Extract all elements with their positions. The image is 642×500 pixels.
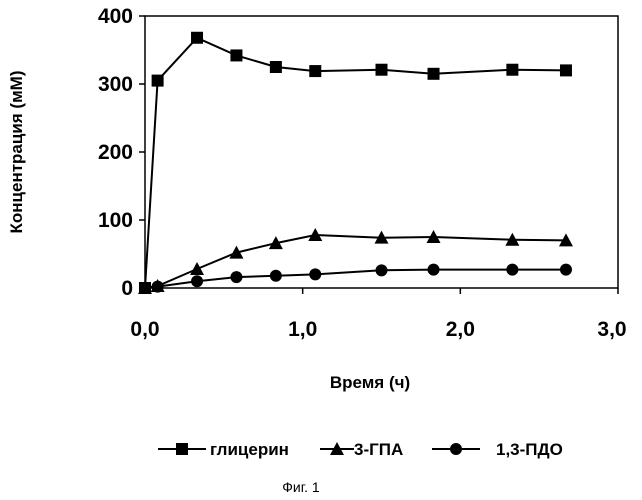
plot-border xyxy=(145,16,618,288)
legend-label: 1,3-ПДО xyxy=(496,440,563,459)
series-layer xyxy=(138,32,573,294)
x-tick-label: 1,0 xyxy=(288,318,317,341)
legend-entry: глицерин xyxy=(158,440,289,459)
series-2 xyxy=(138,228,573,294)
data-point xyxy=(191,32,203,44)
y-tick-label: 100 xyxy=(98,209,133,232)
series-line xyxy=(145,270,566,288)
legend-marker xyxy=(176,443,188,455)
y-tick-label: 200 xyxy=(98,141,133,164)
legend-label: глицерин xyxy=(210,440,289,459)
legend-marker xyxy=(450,443,462,455)
legend-entry: 3-ГПА xyxy=(320,440,403,459)
data-point xyxy=(270,61,282,73)
x-tick-label: 3,0 xyxy=(597,318,626,341)
data-point xyxy=(560,64,572,76)
data-point xyxy=(428,264,440,276)
plot-area xyxy=(139,16,618,294)
series-line xyxy=(145,38,566,288)
data-point xyxy=(506,64,518,76)
x-tick-label: 0,0 xyxy=(130,318,159,341)
data-point xyxy=(309,65,321,77)
data-point xyxy=(270,270,282,282)
legend-label: 3-ГПА xyxy=(354,440,403,459)
y-tick-label: 300 xyxy=(98,73,133,96)
data-point xyxy=(376,264,388,276)
legend-entry: 1,3-ПДО xyxy=(432,440,563,459)
series-3 xyxy=(139,264,572,294)
data-point xyxy=(428,68,440,80)
data-point xyxy=(309,268,321,280)
data-point xyxy=(139,282,151,294)
x-tick-label: 2,0 xyxy=(446,318,475,341)
data-point xyxy=(506,264,518,276)
data-point xyxy=(230,271,242,283)
y-tick-label: 400 xyxy=(98,5,133,28)
y-tick-label: 0 xyxy=(121,277,133,300)
figure-caption: Фиг. 1 xyxy=(282,479,320,495)
data-point xyxy=(152,281,164,293)
y-axis-title: Концентрация (мМ) xyxy=(7,71,26,234)
x-axis-title: Время (ч) xyxy=(330,373,410,392)
data-point xyxy=(376,64,388,76)
data-point xyxy=(152,75,164,87)
legend: глицерин 3-ГПА 1,3-ПДО xyxy=(158,440,563,459)
series-1 xyxy=(139,32,572,294)
data-point xyxy=(190,262,204,275)
data-point xyxy=(191,275,203,287)
data-point xyxy=(560,264,572,276)
data-point xyxy=(230,49,242,61)
tick-labels: 0 100 200 300 400 0,0 1,0 2,0 3,0 xyxy=(98,5,627,341)
